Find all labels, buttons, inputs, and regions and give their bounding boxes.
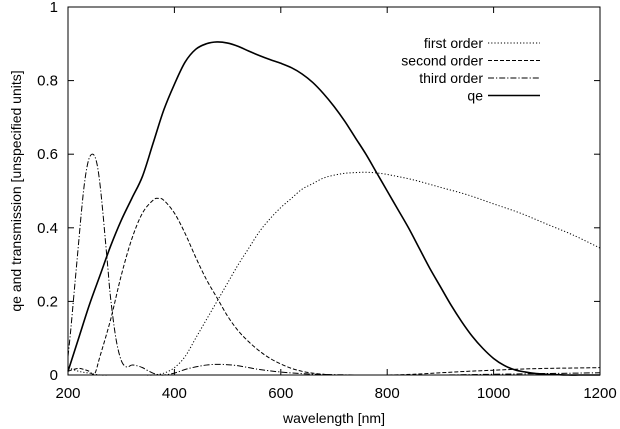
plot-frame: [67, 6, 601, 376]
x-axis-label: wavelength [nm]: [282, 410, 385, 426]
legend-label: qe: [467, 88, 483, 104]
series-line-third-order: [67, 153, 601, 376]
y-tick-label: 0.8: [37, 73, 58, 90]
ticks-layer: 200 400 600 800 1000 1200 0 0.2 0.4 0.6 0.8 1: [37, 0, 617, 402]
x-tick-label: 1000: [477, 385, 510, 402]
series-line-second-order: [67, 197, 601, 376]
y-axis-label: qe and transmission [unspecified units]: [8, 70, 24, 311]
x-tick-label: 200: [55, 385, 80, 402]
x-tick-label: 1200: [583, 385, 616, 402]
x-tick-label: 400: [162, 385, 187, 402]
y-tick-label: 1: [50, 0, 58, 16]
y-tick-label: 0: [50, 367, 58, 384]
y-tick-label: 0.4: [37, 220, 58, 237]
legend-label: second order: [401, 53, 483, 69]
x-tick-label: 800: [375, 385, 400, 402]
y-tick-label: 0.6: [37, 146, 58, 163]
y-tick-label: 0.2: [37, 293, 58, 310]
series-line-qe: [67, 41, 600, 376]
legend-label: first order: [424, 35, 483, 51]
legend-label: third order: [419, 70, 483, 86]
x-tick-label: 600: [268, 385, 293, 402]
